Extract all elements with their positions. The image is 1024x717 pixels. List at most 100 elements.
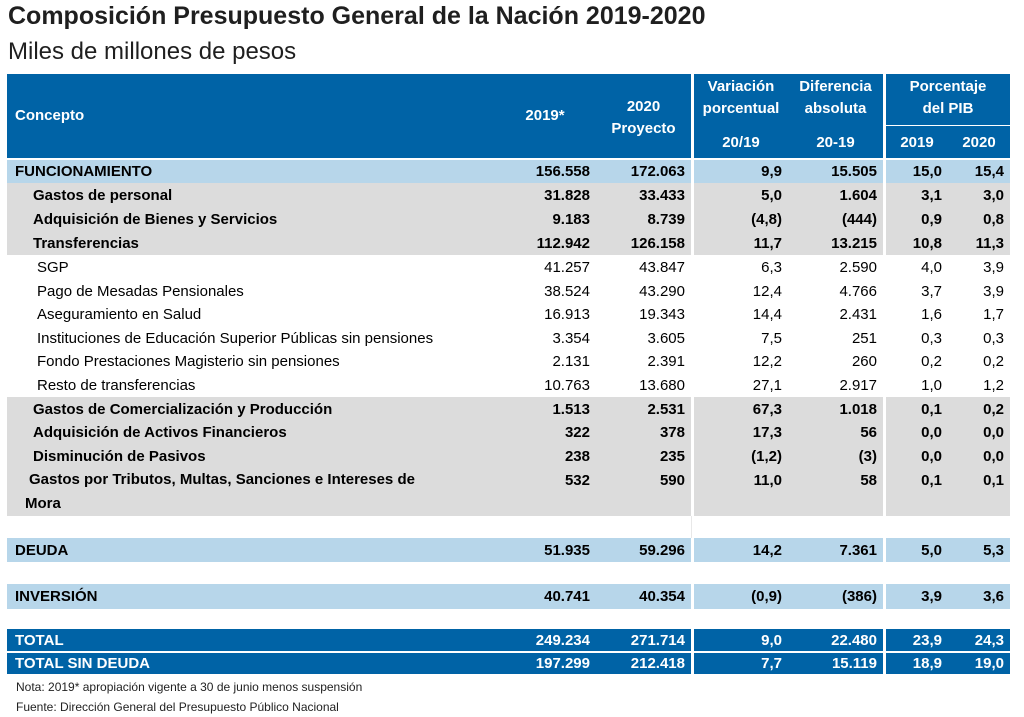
- cell-2019: 197.299: [535, 655, 590, 672]
- cell-pib-2019: 0,1: [921, 471, 942, 489]
- cell-var: 14,4: [752, 306, 782, 323]
- row-label: Aseguramiento en Salud: [37, 306, 202, 323]
- cell-dif: 1.604: [839, 186, 877, 204]
- cell-dif: 7.361: [839, 541, 877, 559]
- row-label: Pago de Mesadas Pensionales: [37, 282, 244, 300]
- cell-dif: 4.766: [839, 282, 877, 300]
- cell-2020: 212.418: [630, 655, 685, 672]
- cell-var: 12,4: [752, 282, 782, 300]
- table-row: Gastos de personal 31.828 33.433 5,0 1.6…: [7, 183, 1010, 207]
- table-row: Fondo Prestaciones Magisterio sin pensio…: [7, 350, 1010, 373]
- cell-2020: 43.847: [639, 259, 685, 276]
- row-label: Disminución de Pasivos: [33, 447, 206, 465]
- table-row: SGP 41.257 43.847 6,3 2.590 4,0 3,9: [7, 256, 1010, 279]
- table-row: Adquisición de Bienes y Servicios 9.183 …: [7, 207, 1010, 231]
- cell-2019: 38.524: [544, 282, 590, 300]
- cell-2019: 9.183: [552, 210, 590, 228]
- cell-pib-2019: 5,0: [921, 541, 942, 559]
- row-label: Transferencias: [33, 234, 139, 252]
- table-row: DEUDA 51.935 59.296 14,2 7.361 5,0 5,3: [7, 538, 1010, 562]
- cell-2019: 156.558: [535, 163, 590, 180]
- cell-dif: (444): [841, 210, 877, 228]
- cell-2019: 40.741: [544, 588, 590, 605]
- cell-2020: 378: [659, 424, 685, 441]
- cell-dif: (386): [841, 588, 877, 605]
- header-diferencia: Diferencia: [799, 78, 872, 95]
- table-row: TOTAL 249.234 271.714 9,0 22.480 23,9 24…: [7, 629, 1010, 651]
- row-label: Gastos de Comercialización y Producción: [33, 400, 333, 418]
- cell-2019: 238: [564, 447, 590, 465]
- cell-var: 5,0: [761, 186, 782, 204]
- row-label: TOTAL SIN DEUDA: [15, 655, 151, 672]
- cell-2020: 590: [659, 471, 685, 489]
- cell-dif: 15.505: [831, 163, 877, 180]
- cell-pib-2020: 5,3: [983, 541, 1004, 559]
- header-pib-2019: 2019: [900, 134, 934, 151]
- cell-2020: 59.296: [639, 541, 685, 559]
- cell-2020: 172.063: [630, 163, 685, 180]
- cell-pib-2020: 1,2: [983, 376, 1004, 394]
- cell-var: 14,2: [752, 541, 782, 559]
- cell-2019: 16.913: [544, 306, 590, 323]
- cell-pib-2020: 3,9: [983, 282, 1004, 300]
- cell-pib-2020: 0,2: [983, 400, 1004, 418]
- header-porcentual: porcentual: [702, 100, 780, 117]
- cell-pib-2019: 4,0: [921, 259, 942, 276]
- row-label: Gastos de personal: [33, 186, 173, 204]
- table-row: FUNCIONAMIENTO 156.558 172.063 9,9 15.50…: [7, 160, 1010, 183]
- cell-pib-2020: 3,9: [983, 259, 1004, 276]
- cell-pib-2019: 1,0: [921, 376, 942, 394]
- cell-pib-2020: 11,3: [975, 234, 1004, 252]
- cell-2020: 126.158: [630, 234, 685, 252]
- cell-dif: 251: [851, 329, 877, 347]
- cell-var: 9,9: [761, 163, 782, 180]
- table-row: TOTAL SIN DEUDA 197.299 212.418 7,7 15.1…: [7, 653, 1010, 674]
- cell-pib-2020: 1,7: [983, 306, 1004, 323]
- table-header: Concepto 2019* 2020 Proyecto Variación p…: [7, 74, 1010, 158]
- cell-pib-2019: 1,6: [921, 306, 942, 323]
- cell-pib-2020: 0,3: [983, 329, 1004, 347]
- header-2020-proyecto: Proyecto: [611, 120, 676, 137]
- cell-dif: (3): [858, 447, 877, 465]
- cell-pib-2020: 0,0: [983, 424, 1004, 441]
- cell-dif: 58: [860, 471, 877, 489]
- header-pib-2020: 2020: [962, 134, 996, 151]
- header-porcentaje: Porcentaje: [909, 78, 987, 95]
- cell-pib-2020: 0,8: [983, 210, 1004, 228]
- table-row: Pago de Mesadas Pensionales 38.524 43.29…: [7, 279, 1010, 303]
- cell-pib-2019: 0,0: [921, 447, 942, 465]
- row-label: Resto de transferencias: [37, 376, 196, 394]
- source-note: Fuente: Dirección General del Presupuest…: [16, 700, 339, 714]
- cell-dif: 22.480: [831, 631, 877, 649]
- row-label: Gastos por Tributos, Multas, Sanciones e…: [25, 471, 415, 512]
- cell-var: 67,3: [752, 400, 782, 418]
- cell-dif: 13.215: [831, 234, 877, 252]
- table-row: INVERSIÓN 40.741 40.354 (0,9) (386) 3,9 …: [7, 584, 1010, 609]
- cell-var: 9,0: [761, 631, 782, 649]
- cell-var: (0,9): [751, 588, 782, 605]
- header-2019: 2019*: [525, 107, 565, 124]
- cell-pib-2019: 3,9: [921, 588, 942, 605]
- cell-pib-2020: 24,3: [974, 631, 1004, 649]
- cell-2019: 112.942: [536, 234, 590, 252]
- cell-2020: 3.605: [647, 329, 685, 347]
- cell-2019: 10.763: [544, 376, 590, 394]
- table-row: Resto de transferencias 10.763 13.680 27…: [7, 373, 1010, 397]
- row-label: Adquisición de Activos Financieros: [33, 424, 287, 441]
- cell-pib-2019: 0,9: [921, 210, 942, 228]
- cell-pib-2019: 0,3: [921, 329, 942, 347]
- table-row: Transferencias 112.942 126.158 11,7 13.2…: [7, 231, 1010, 255]
- cell-2020: 2.531: [647, 400, 685, 418]
- cell-dif: 2.590: [839, 259, 877, 276]
- cell-2019: 249.234: [535, 631, 590, 649]
- cell-pib-2019: 0,0: [921, 424, 942, 441]
- row-label: INVERSIÓN: [15, 588, 98, 605]
- table-row: Aseguramiento en Salud 16.913 19.343 14,…: [7, 303, 1010, 326]
- cell-2020: 19.343: [639, 306, 685, 323]
- cell-2020: 8.739: [647, 210, 685, 228]
- cell-var: 27,1: [752, 376, 782, 394]
- cell-var: 12,2: [752, 353, 782, 370]
- cell-pib-2020: 19,0: [974, 655, 1004, 672]
- cell-2019: 3.354: [552, 329, 590, 347]
- cell-pib-2019: 18,9: [912, 655, 942, 672]
